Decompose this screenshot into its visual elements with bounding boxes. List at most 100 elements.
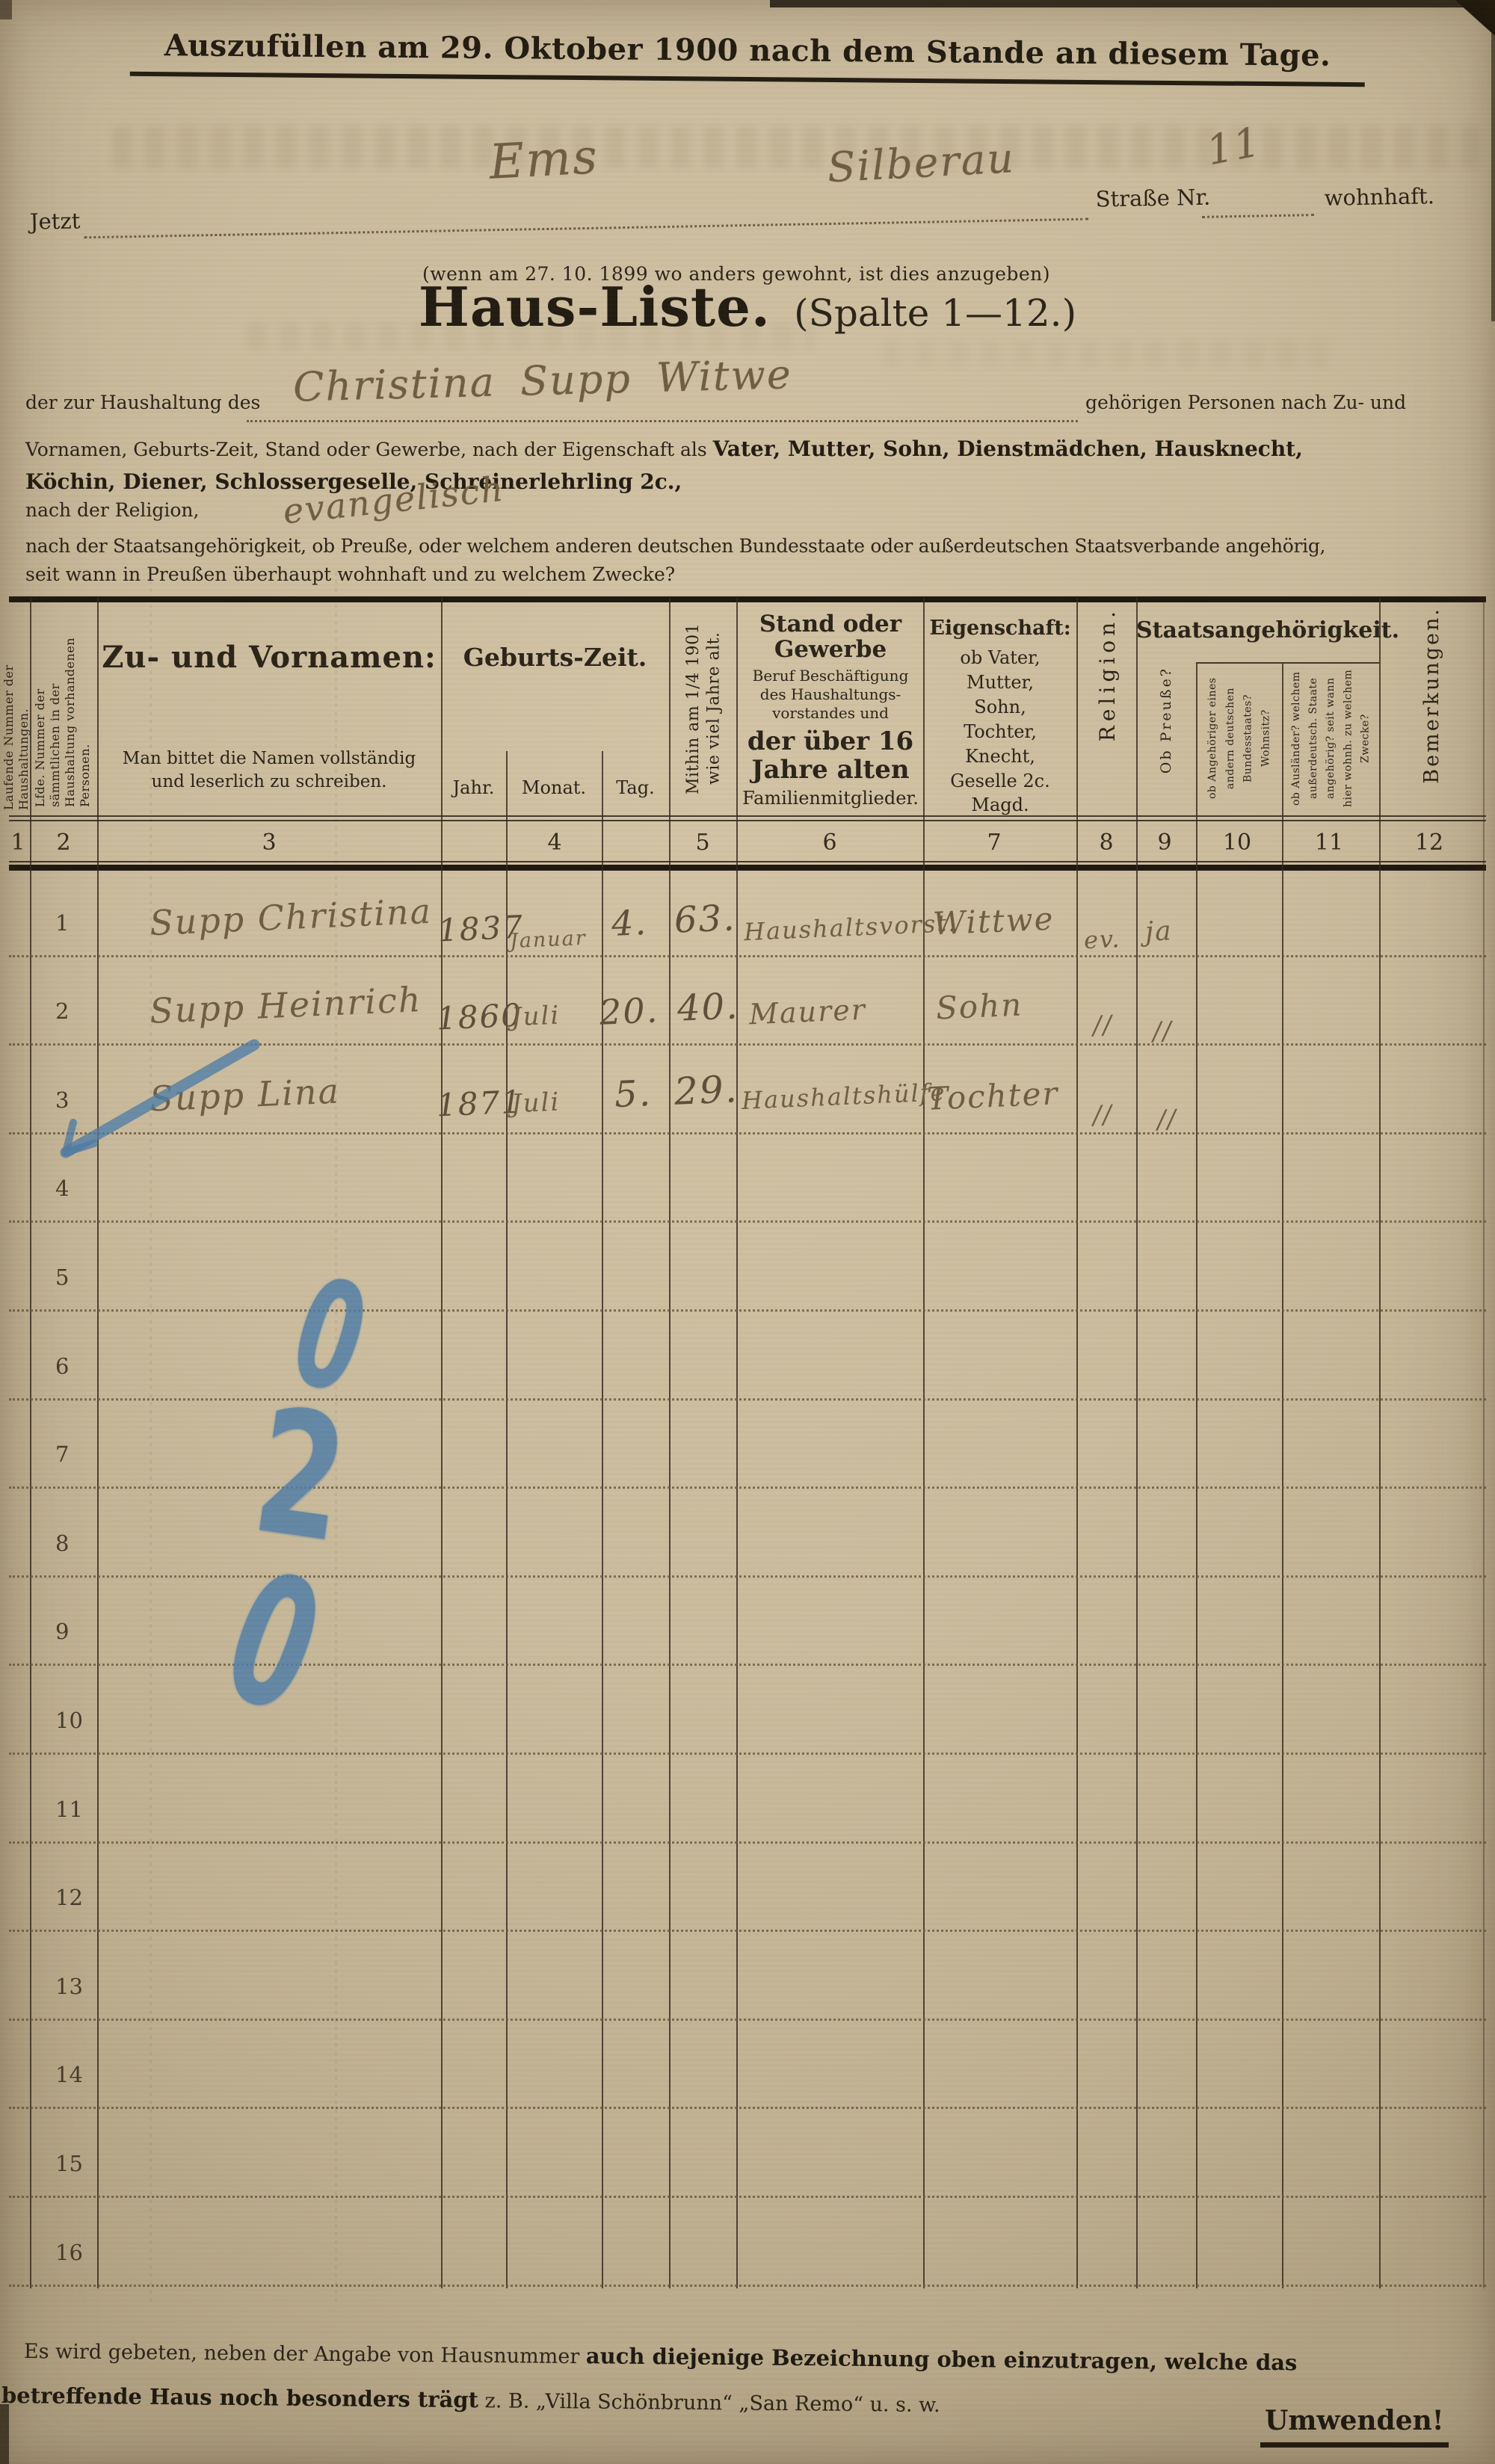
scan-edge-right (1491, 0, 1495, 321)
col2-header: Lfde. Nummer der sämmtlichen in der Haus… (33, 637, 92, 807)
table-row: 4 (9, 1134, 1486, 1223)
column-number: 6 (822, 830, 837, 856)
street-number-label: Straße Nr. (1095, 184, 1211, 212)
col1-header: Laufende Nummer der Haushaltungen. (1, 664, 30, 810)
col7-header: Eigenschaft: ob Vater, Mutter, Sohn, Toc… (929, 617, 1071, 816)
entry-prussian: ja (1144, 915, 1174, 948)
entry-age: 40. (676, 985, 740, 1030)
intro-line2: Vornamen, Geburts-Zeit, Stand oder Gewer… (25, 436, 1303, 461)
column-number: 3 (262, 830, 277, 856)
column-number: 8 (1099, 830, 1114, 856)
rule (9, 815, 1486, 817)
row-number: 13 (55, 1973, 83, 1999)
handwritten-house-number: 11 (1203, 117, 1266, 175)
entry-birth-day: 5. (613, 1072, 653, 1117)
document-title-suffix: (Spalte 1—12.) (794, 291, 1077, 335)
entry-relation: Tochter (926, 1075, 1060, 1117)
row-number: 6 (55, 1353, 70, 1379)
document-title-row: Haus-Liste. (Spalte 1—12.) (0, 275, 1495, 339)
column-number: 5 (695, 830, 710, 856)
nationality-group-header: Staatsangehörigkeit. (1136, 617, 1400, 643)
previous-residence-note: (wenn am 27. 10. 1899 wo anders gewohnt,… (422, 263, 1051, 285)
subcolumn-line (602, 751, 603, 2288)
ink-bleed-through (882, 340, 1331, 367)
row-number: 4 (55, 1176, 70, 1202)
subcolumn-line (506, 751, 508, 2288)
footer-line2: betreffende Haus noch besonders trägt z.… (1, 2383, 940, 2418)
column-line (1136, 598, 1138, 2288)
nationality-group-underline (1196, 662, 1379, 664)
entry-age: 63. (673, 897, 737, 942)
entry-relation: Wittwe (932, 900, 1055, 942)
row-number: 5 (55, 1264, 70, 1290)
scan-edge-top-left (0, 0, 12, 19)
col4-sub-tag: Tag. (616, 777, 655, 798)
col11-header: ob Ausländer? welchem außerdeutsch. Staa… (1290, 669, 1372, 808)
entry-birth-day: 4. (610, 901, 649, 945)
handwritten-town: Ems (487, 129, 600, 191)
col5-header: Mithin am 1/4 1901 wie viel Jahre alt. (683, 623, 724, 794)
col6-header: Stand oder Gewerbe Beruf Beschäftigung d… (742, 611, 919, 809)
row-number: 1 (55, 910, 70, 936)
row-number: 10 (55, 1707, 83, 1733)
religion-label: nach der Religion, (25, 499, 200, 521)
row-number: 11 (55, 1796, 83, 1822)
col4-header: Geburts-Zeit. (463, 643, 647, 672)
table-row: 11 (9, 1755, 1486, 1844)
table-row: 16 (9, 2198, 1486, 2287)
entry-prussian-ditto: // (1152, 1016, 1174, 1047)
column-number: 1 (10, 830, 25, 856)
column-number: 4 (547, 830, 562, 856)
column-number: 11 (1314, 830, 1344, 856)
row-number: 3 (55, 1087, 70, 1113)
entry-relation: Sohn (934, 986, 1024, 1027)
crayon-check-arrow-icon (60, 1039, 260, 1158)
table-row: 12 (9, 1844, 1486, 1933)
scan-edge-top (770, 0, 1495, 7)
table-row: 10 (9, 1666, 1486, 1755)
intro-line1-post: gehörigen Personen nach Zu- und (1085, 392, 1407, 413)
intro-line1-pre: der zur Haushaltung des (25, 392, 261, 413)
column-line (1196, 664, 1197, 2288)
row-number: 12 (55, 1885, 83, 1911)
col4-sub-monat: Monat. (521, 777, 587, 798)
entry-birth-month: Juli (511, 1000, 561, 1033)
intro-line2-bold: Vater, Mutter, Sohn, Dienstmädchen, Haus… (712, 436, 1303, 461)
table-row: 14 (9, 2021, 1486, 2110)
address-prefix-label: Jetzt (29, 208, 81, 235)
intro-line5: nach der Staatsangehörigkeit, ob Preuße,… (25, 535, 1326, 557)
col10-header: ob Angehöriger eines andern deutschen Bu… (1206, 677, 1272, 800)
turn-over-note: Umwenden! (1260, 2405, 1449, 2448)
house-number-dotted-line (1200, 169, 1315, 218)
table-row: 6 (9, 1312, 1486, 1401)
col3-header: Zu- und Vornamen: (102, 640, 437, 675)
column-number: 7 (987, 830, 1002, 856)
table-row: 9 (9, 1578, 1486, 1667)
col3-subheader: Man bittet die Namen vollständig und les… (122, 749, 416, 792)
handwritten-street: Silberau (826, 134, 1017, 192)
document-title: Haus-Liste. (418, 275, 771, 339)
row-number: 15 (55, 2150, 83, 2176)
row-number: 16 (55, 2239, 83, 2265)
col12-header: Bemerkungen. (1420, 607, 1443, 784)
table-row: 3 (9, 1046, 1486, 1134)
column-number: 2 (56, 830, 71, 856)
entry-age: 29. (673, 1067, 739, 1114)
table-row: 8 (9, 1489, 1486, 1578)
entry-birth-day: 20. (598, 989, 660, 1033)
column-line (1076, 598, 1078, 2288)
col8-header: Religion. (1094, 607, 1120, 742)
column-line (97, 598, 99, 2288)
col9-header: Ob Preuße? (1158, 667, 1175, 774)
table-header-bottom-rule (9, 865, 1486, 871)
table-row: 2 (9, 957, 1486, 1046)
table-right-edge (1483, 598, 1485, 2288)
table-row: 5 (9, 1223, 1486, 1312)
column-line (669, 598, 671, 2288)
entry-prussian-ditto: // (1156, 1104, 1178, 1135)
column-line (923, 598, 925, 2288)
column-line (1379, 598, 1381, 2288)
row-number: 9 (55, 1619, 70, 1645)
scan-edge-corner (1440, 0, 1495, 39)
